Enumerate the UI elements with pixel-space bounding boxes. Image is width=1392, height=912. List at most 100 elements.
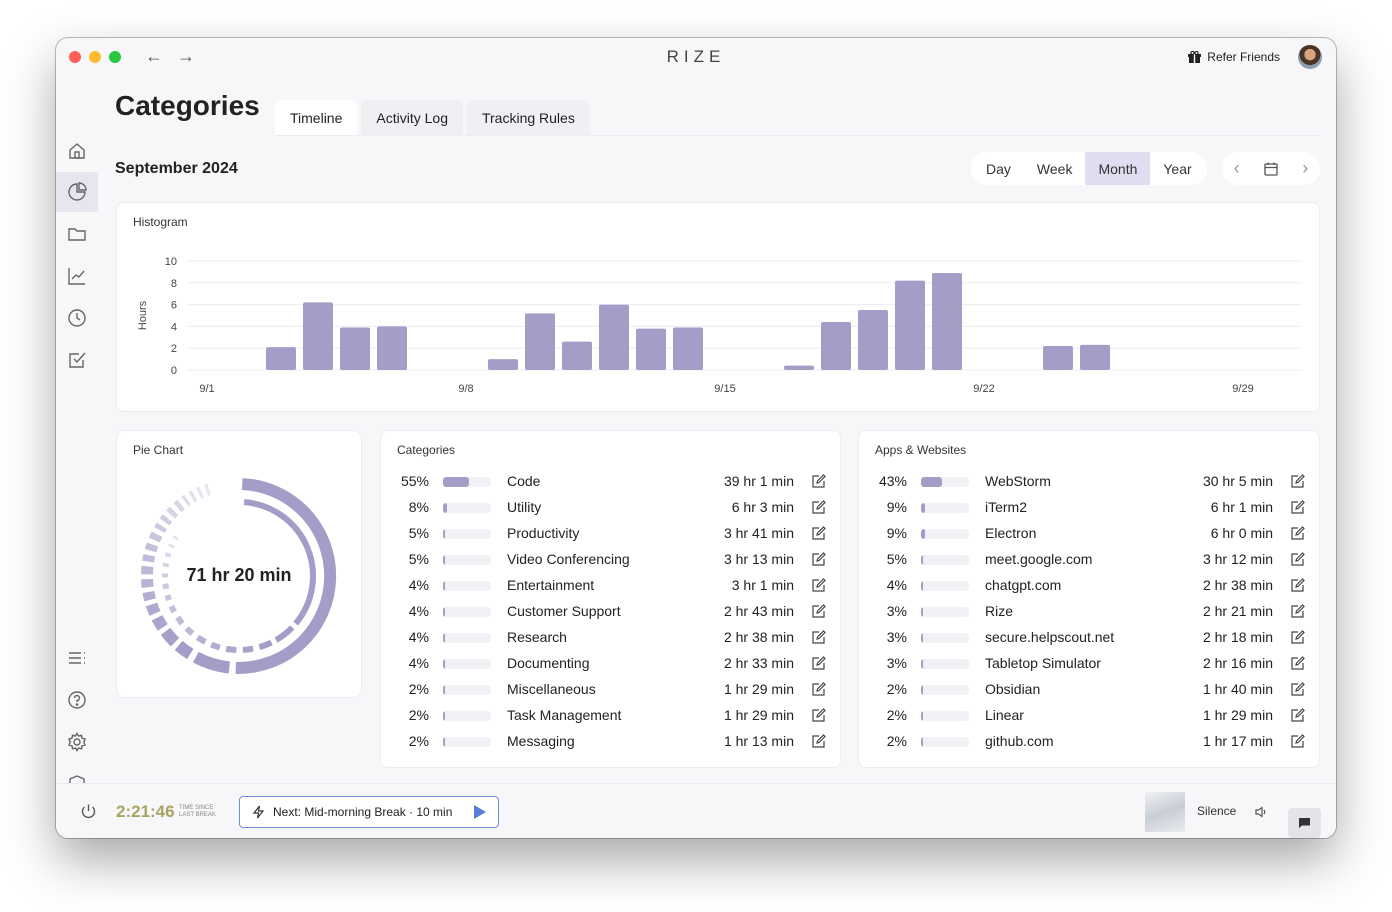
edit-icon[interactable] bbox=[1290, 708, 1305, 723]
sidebar-item-reports[interactable] bbox=[56, 256, 98, 296]
forward-arrow-icon[interactable]: → bbox=[177, 46, 195, 66]
app-row[interactable]: 9% Electron 6 hr 0 min bbox=[859, 521, 1319, 547]
edit-icon[interactable] bbox=[811, 630, 826, 645]
histogram-bar[interactable] bbox=[895, 280, 925, 370]
pie-outer-segment[interactable] bbox=[166, 506, 179, 519]
category-row[interactable]: 5% Productivity 3 hr 41 min bbox=[381, 521, 840, 547]
pie-inner-segment[interactable] bbox=[243, 499, 316, 626]
app-row[interactable]: 3% secure.helpscout.net 2 hr 18 min bbox=[859, 625, 1319, 651]
sidebar-item-projects[interactable] bbox=[56, 214, 98, 254]
pie-outer-segment[interactable] bbox=[235, 478, 337, 674]
pie-outer-segment[interactable] bbox=[160, 627, 180, 647]
edit-icon[interactable] bbox=[1290, 500, 1305, 515]
edit-icon[interactable] bbox=[811, 526, 826, 541]
app-row[interactable]: 3% Rize 2 hr 21 min bbox=[859, 599, 1319, 625]
edit-icon[interactable] bbox=[1290, 552, 1305, 567]
range-day[interactable]: Day bbox=[986, 160, 1011, 177]
pie-outer-segment[interactable] bbox=[141, 578, 154, 588]
app-row[interactable]: 43% WebStorm 30 hr 5 min bbox=[859, 469, 1319, 495]
sidebar-item-home[interactable] bbox=[56, 131, 98, 171]
edit-icon[interactable] bbox=[811, 474, 826, 489]
app-row[interactable]: 2% Linear 1 hr 29 min bbox=[859, 703, 1319, 729]
pie-outer-segment[interactable] bbox=[196, 486, 205, 499]
pie-inner-segment[interactable] bbox=[168, 543, 175, 549]
app-row[interactable]: 3% Tabletop Simulator 2 hr 16 min bbox=[859, 651, 1319, 677]
pie-outer-segment[interactable] bbox=[174, 640, 194, 660]
pie-outer-segment[interactable] bbox=[144, 542, 159, 553]
edit-icon[interactable] bbox=[1290, 734, 1305, 749]
app-row[interactable]: 9% iTerm2 6 hr 1 min bbox=[859, 495, 1319, 521]
pie-outer-segment[interactable] bbox=[148, 531, 163, 543]
pie-inner-segment[interactable] bbox=[175, 615, 185, 626]
pie-inner-segment[interactable] bbox=[225, 645, 237, 653]
edit-icon[interactable] bbox=[811, 734, 826, 749]
user-avatar[interactable] bbox=[1298, 45, 1322, 69]
edit-icon[interactable] bbox=[1290, 578, 1305, 593]
edit-icon[interactable] bbox=[1290, 682, 1305, 697]
pie-inner-segment[interactable] bbox=[274, 625, 295, 643]
histogram-bar[interactable] bbox=[673, 327, 703, 370]
next-break-button[interactable]: Next: Mid-morning Break · 10 min bbox=[239, 796, 499, 828]
histogram-bar[interactable] bbox=[599, 304, 629, 370]
category-row[interactable]: 4% Research 2 hr 38 min bbox=[381, 625, 840, 651]
pie-outer-segment[interactable] bbox=[203, 483, 212, 496]
pie-inner-segment[interactable] bbox=[164, 594, 172, 602]
zoom-window-button[interactable] bbox=[109, 51, 121, 63]
pie-inner-segment[interactable] bbox=[164, 552, 172, 558]
pie-outer-segment[interactable] bbox=[151, 614, 168, 631]
back-arrow-icon[interactable]: ← bbox=[145, 46, 163, 66]
histogram-bar[interactable] bbox=[488, 359, 518, 370]
sidebar-item-settings[interactable] bbox=[56, 722, 98, 762]
sidebar-item-history[interactable] bbox=[56, 298, 98, 338]
edit-icon[interactable] bbox=[811, 682, 826, 697]
edit-icon[interactable] bbox=[1290, 630, 1305, 645]
histogram-bar[interactable] bbox=[266, 347, 296, 370]
refer-friends-button[interactable]: Refer Friends bbox=[1188, 50, 1280, 64]
play-icon[interactable] bbox=[474, 805, 486, 819]
pie-outer-segment[interactable] bbox=[154, 522, 167, 534]
edit-icon[interactable] bbox=[811, 552, 826, 567]
power-icon[interactable] bbox=[80, 803, 97, 820]
histogram-bar[interactable] bbox=[377, 326, 407, 370]
tab-tracking-rules[interactable]: Tracking Rules bbox=[466, 100, 590, 136]
histogram-bar[interactable] bbox=[562, 341, 592, 370]
tab-activity-log[interactable]: Activity Log bbox=[361, 100, 463, 136]
pie-outer-segment[interactable] bbox=[188, 490, 198, 503]
category-row[interactable]: 2% Miscellaneous 1 hr 29 min bbox=[381, 677, 840, 703]
sound-thumbnail[interactable] bbox=[1145, 792, 1185, 832]
pie-inner-segment[interactable] bbox=[162, 562, 170, 568]
histogram-bar[interactable] bbox=[932, 272, 962, 370]
sidebar-item-help[interactable] bbox=[56, 680, 98, 720]
close-window-button[interactable] bbox=[69, 51, 81, 63]
edit-icon[interactable] bbox=[811, 578, 826, 593]
speaker-icon[interactable] bbox=[1254, 805, 1268, 819]
pie-inner-segment[interactable] bbox=[210, 641, 221, 651]
histogram-bar[interactable] bbox=[784, 365, 814, 370]
range-month[interactable]: Month bbox=[1085, 152, 1151, 185]
category-row[interactable]: 2% Messaging 1 hr 13 min bbox=[381, 729, 840, 755]
pie-inner-segment[interactable] bbox=[195, 634, 207, 645]
edit-icon[interactable] bbox=[811, 604, 826, 619]
pie-inner-segment[interactable] bbox=[172, 535, 179, 541]
pie-inner-segment[interactable] bbox=[242, 645, 254, 653]
chevron-left-icon[interactable]: ‹ bbox=[1233, 158, 1240, 178]
range-year[interactable]: Year bbox=[1163, 160, 1192, 177]
pie-outer-segment[interactable] bbox=[142, 590, 156, 602]
pie-inner-segment[interactable] bbox=[184, 626, 195, 636]
pie-inner-segment[interactable] bbox=[162, 583, 170, 590]
category-row[interactable]: 8% Utility 6 hr 3 min bbox=[381, 495, 840, 521]
calendar-icon[interactable] bbox=[1263, 161, 1279, 177]
tab-timeline[interactable]: Timeline bbox=[275, 100, 358, 136]
histogram-bar[interactable] bbox=[1080, 344, 1110, 370]
category-row[interactable]: 4% Entertainment 3 hr 1 min bbox=[381, 573, 840, 599]
histogram-bar[interactable] bbox=[340, 327, 370, 370]
histogram-bar[interactable] bbox=[303, 302, 333, 370]
minimize-window-button[interactable] bbox=[89, 51, 101, 63]
histogram-bar[interactable] bbox=[525, 313, 555, 370]
histogram-bar[interactable] bbox=[1043, 346, 1073, 370]
edit-icon[interactable] bbox=[1290, 604, 1305, 619]
edit-icon[interactable] bbox=[1290, 656, 1305, 671]
pie-outer-segment[interactable] bbox=[145, 602, 161, 616]
pie-inner-segment[interactable] bbox=[258, 639, 273, 651]
edit-icon[interactable] bbox=[811, 708, 826, 723]
